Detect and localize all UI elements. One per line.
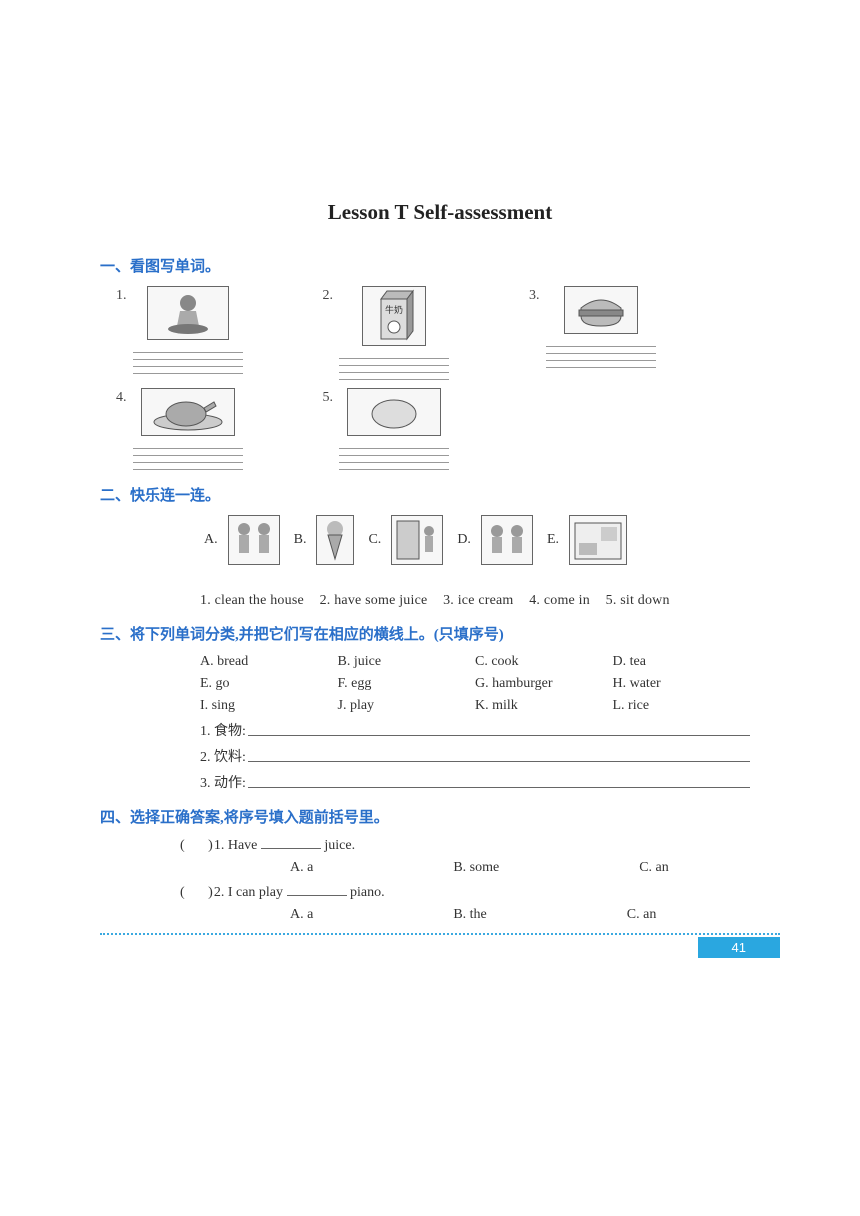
category-fill-1: 1. 食物: [200, 720, 750, 740]
item-column: 牛奶 [339, 286, 449, 380]
section3-heading: 三、将下列单词分类,并把它们写在相应的横线上。(只填序号) [100, 623, 780, 644]
word: J. play [338, 698, 476, 714]
kids-at-door-icon [391, 515, 443, 565]
chicken-dish-icon [141, 388, 235, 436]
blank[interactable] [261, 837, 321, 849]
word: E. go [200, 676, 338, 692]
stem-post: juice. [321, 838, 355, 853]
section1-row-1: 1. 2. 牛奶 3. [116, 286, 780, 380]
answer-lines[interactable] [546, 340, 656, 368]
ice-cream-cone-icon [316, 515, 354, 565]
option: C. an [639, 860, 669, 876]
category-label: 2. 饮料: [200, 746, 246, 766]
phrase: 5. sit down [606, 593, 670, 608]
word: F. egg [338, 676, 476, 692]
option: C. an [627, 907, 657, 923]
word: I. sing [200, 698, 338, 714]
item-column [133, 286, 243, 374]
word: B. juice [338, 654, 476, 670]
option: A. a [290, 907, 313, 923]
svg-text:牛奶: 牛奶 [385, 304, 403, 315]
category-label: 1. 食物: [200, 720, 246, 740]
category-label: 3. 动作: [200, 772, 246, 792]
category-fill-3: 3. 动作: [200, 772, 750, 792]
item-number: 5. [323, 388, 334, 406]
option-label: E. [547, 532, 559, 548]
hamburger-icon [564, 286, 638, 334]
section1-item-2: 2. 牛奶 [323, 286, 450, 380]
egg-icon [347, 388, 441, 436]
stem-post: piano. [347, 885, 385, 900]
word: K. milk [475, 698, 613, 714]
option: A. a [290, 860, 313, 876]
answer-lines[interactable] [339, 352, 449, 380]
section4-question-2: ( )2. I can play piano. [180, 884, 780, 901]
answer-bracket[interactable]: ( ) [180, 885, 214, 900]
answer-lines[interactable] [339, 442, 449, 470]
phrase: 3. ice cream [443, 593, 513, 608]
milk-carton-icon: 牛奶 [362, 286, 426, 346]
section1-row-2: 4. 5. [116, 388, 780, 470]
section1-heading: 一、看图写单词。 [100, 255, 780, 276]
section2-heading: 二、快乐连一连。 [100, 484, 780, 505]
girl-with-basket-icon [147, 286, 229, 340]
word: L. rice [613, 698, 751, 714]
word-row: I. sing J. play K. milk L. rice [200, 698, 750, 714]
option-label: A. [204, 532, 218, 548]
section2-phrases: 1. clean the house 2. have some juice 3.… [200, 593, 780, 609]
answer-line[interactable] [248, 746, 750, 762]
item-column [339, 388, 449, 470]
item-number: 2. [323, 286, 334, 304]
option-label: B. [294, 532, 307, 548]
page-divider [100, 933, 780, 935]
answer-lines[interactable] [133, 346, 243, 374]
section4-options-2: A. a B. the C. an [290, 907, 780, 923]
blank[interactable] [287, 884, 347, 896]
answer-bracket[interactable]: ( ) [180, 838, 214, 853]
answer-line[interactable] [248, 772, 750, 788]
lesson-title: Lesson T Self-assessment [100, 200, 780, 225]
option-label: C. [368, 532, 381, 548]
phrase: 1. clean the house [200, 593, 304, 608]
q-num: 1. [214, 838, 225, 853]
section1-item-5: 5. [323, 388, 450, 470]
option-label: D. [457, 532, 471, 548]
word: C. cook [475, 654, 613, 670]
word-row: A. bread B. juice C. cook D. tea [200, 654, 750, 670]
two-kids-talk-icon [481, 515, 533, 565]
word: G. hamburger [475, 676, 613, 692]
option: B. the [453, 907, 486, 923]
option: B. some [453, 860, 499, 876]
page-footer: 41 [100, 937, 780, 958]
q-num: 2. [214, 885, 225, 900]
stem-pre: I can play [228, 885, 287, 900]
section4-question-1: ( )1. Have juice. [180, 837, 780, 854]
word: D. tea [613, 654, 751, 670]
page-number: 41 [698, 937, 780, 958]
word: H. water [613, 676, 751, 692]
answer-lines[interactable] [133, 442, 243, 470]
item-number: 3. [529, 286, 540, 304]
word: A. bread [200, 654, 338, 670]
section4-heading: 四、选择正确答案,将序号填入题前括号里。 [100, 806, 780, 827]
item-column [133, 388, 243, 470]
answer-line[interactable] [248, 720, 750, 736]
phrase: 4. come in [529, 593, 590, 608]
word-row: E. go F. egg G. hamburger H. water [200, 676, 750, 692]
section1-item-3: 3. [529, 286, 656, 380]
stem-pre: Have [228, 838, 261, 853]
worksheet-page: Lesson T Self-assessment 一、看图写单词。 1. 2. … [0, 0, 860, 998]
item-column [546, 286, 656, 368]
section2-options-row: A. B. C. D. E. [200, 515, 780, 565]
phrase: 2. have some juice [320, 593, 428, 608]
section1-item-1: 1. [116, 286, 243, 380]
category-fill-2: 2. 饮料: [200, 746, 750, 766]
section4-options-1: A. a B. some C. an [290, 860, 780, 876]
item-number: 1. [116, 286, 127, 304]
section3-word-grid: A. bread B. juice C. cook D. tea E. go F… [200, 654, 750, 792]
section1-item-4: 4. [116, 388, 243, 470]
item-number: 4. [116, 388, 127, 406]
two-kids-greet-icon [228, 515, 280, 565]
room-interior-icon [569, 515, 627, 565]
